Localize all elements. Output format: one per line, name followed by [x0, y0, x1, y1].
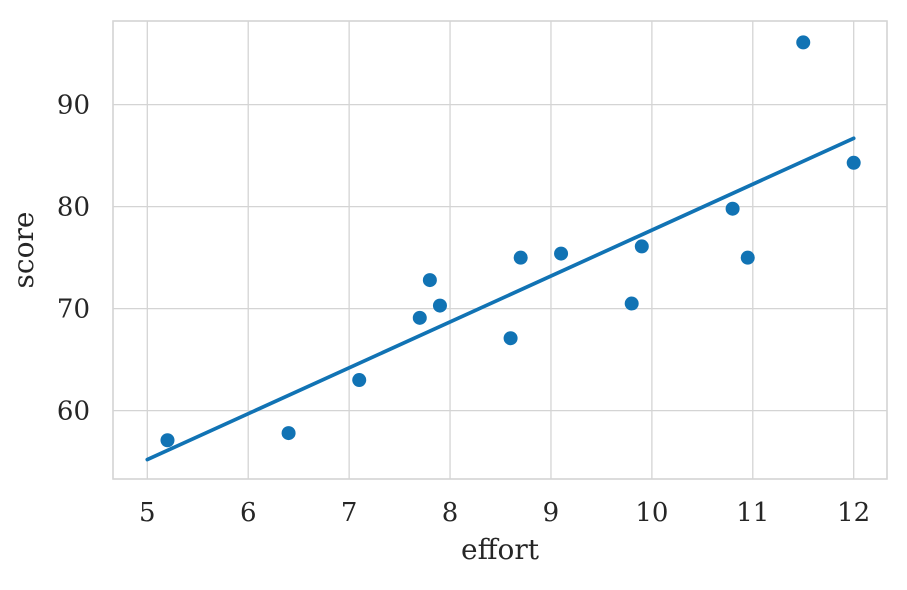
scatter-point: [624, 296, 639, 311]
scatter-points: [160, 35, 861, 448]
plot-border: [112, 20, 888, 480]
x-tick-label: 5: [139, 498, 156, 528]
x-tick-label: 11: [736, 498, 769, 528]
x-tick-label: 10: [635, 498, 668, 528]
gridlines: [113, 21, 887, 479]
scatter-point: [846, 155, 861, 170]
x-tick-label: 12: [837, 498, 870, 528]
y-tick-label: 90: [57, 91, 90, 121]
scatter-point: [796, 35, 811, 50]
scatter-point: [740, 250, 755, 265]
x-tick-label: 8: [442, 498, 459, 528]
regression-line: [145, 136, 856, 462]
y-tick-label: 80: [57, 193, 90, 223]
scatter-point: [554, 246, 569, 261]
regression-line-segment: [145, 136, 856, 462]
scatter-point: [422, 273, 437, 288]
x-axis-tick-labels: 5 6 7 8 9 10 11 12: [139, 498, 870, 528]
x-tick-label: 6: [240, 498, 257, 528]
x-tick-label: 7: [341, 498, 358, 528]
y-tick-label: 60: [57, 397, 90, 427]
y-axis-tick-labels: 60 70 80 90: [57, 91, 90, 427]
scatter-point: [432, 298, 447, 313]
scatter-point: [160, 433, 175, 448]
scatter-point: [281, 426, 296, 441]
y-tick-label: 70: [57, 295, 90, 325]
scatter-point: [725, 201, 740, 216]
scatter-point: [513, 250, 528, 265]
x-tick-label: 9: [543, 498, 560, 528]
x-axis-label: effort: [461, 533, 540, 566]
scatter-point: [412, 310, 427, 325]
scatter-point: [503, 331, 518, 346]
plot-area: [113, 21, 887, 479]
y-axis-label: score: [7, 212, 40, 289]
scatter-point: [634, 239, 649, 254]
scatter-point: [352, 373, 367, 388]
